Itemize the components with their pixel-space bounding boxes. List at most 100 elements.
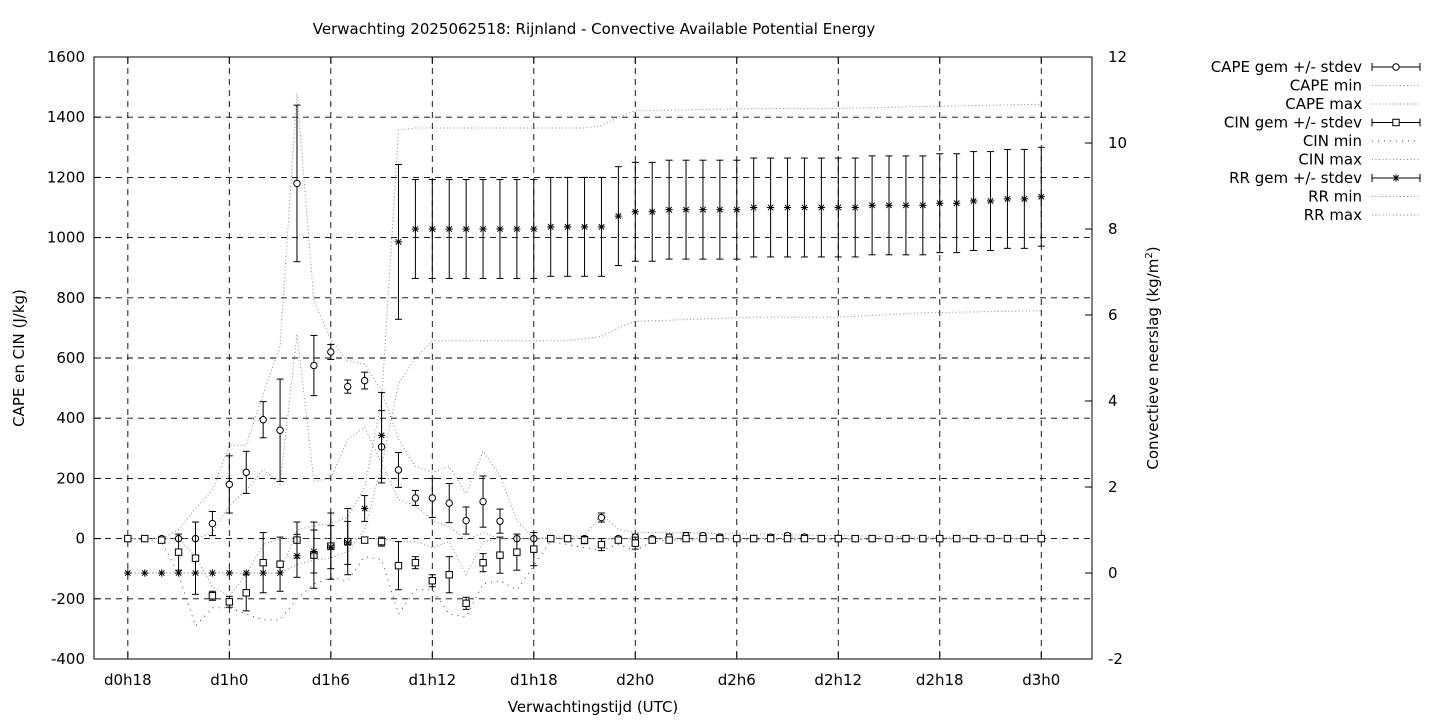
square-marker <box>648 536 656 544</box>
series-rr-gem-stdev <box>124 146 1045 578</box>
y2-axis-label-close: ) <box>1144 246 1162 252</box>
square-marker <box>597 540 606 549</box>
square-marker <box>1037 534 1045 543</box>
axes: d0h18 d1h0 d1h6 d1h12 d1h18 d2h0 d2h6 d2h12 d2h1… <box>47 48 1127 689</box>
star-marker <box>902 201 910 209</box>
y2-axis-label-text: Convectieve neerslag (kg/m <box>1144 259 1162 470</box>
legend-label: RR max <box>1304 206 1362 224</box>
star-marker <box>394 238 403 246</box>
circle-marker <box>225 480 234 489</box>
square-marker <box>124 534 132 543</box>
x-tick-label: d2h18 <box>916 671 964 689</box>
square-marker <box>580 536 589 544</box>
square-marker <box>563 534 572 543</box>
star-marker <box>208 569 217 577</box>
error-bar-series <box>124 104 1045 612</box>
square-marker <box>259 558 267 567</box>
square-marker <box>225 598 234 606</box>
y-tick-label: 400 <box>56 409 85 427</box>
square-marker <box>952 534 961 543</box>
star-marker <box>851 203 859 212</box>
square-marker <box>699 534 707 543</box>
star-marker <box>496 225 504 233</box>
x-tick-label: d2h0 <box>616 671 654 689</box>
min-max-curves <box>127 93 1042 627</box>
y2-tick-label: 2 <box>1108 478 1118 496</box>
square-marker <box>411 558 420 567</box>
star-marker <box>428 225 436 233</box>
x-tick-label: d1h6 <box>312 671 350 689</box>
square-marker <box>530 545 538 553</box>
circle-marker <box>327 348 335 356</box>
square-marker <box>614 536 623 544</box>
star-marker <box>953 199 961 207</box>
circle-marker <box>259 416 267 424</box>
star-marker <box>767 203 775 212</box>
y-tick-label: 0 <box>75 530 85 548</box>
star-marker <box>699 206 707 214</box>
legend-label: CIN max <box>1298 151 1362 169</box>
star-marker <box>276 569 284 577</box>
square-marker <box>902 534 910 543</box>
star-marker <box>259 569 267 577</box>
star-marker <box>310 547 318 556</box>
star-marker <box>631 208 639 216</box>
y-tick-label: 1600 <box>47 48 85 66</box>
circle-marker <box>242 468 250 477</box>
square-marker <box>496 551 504 559</box>
star-marker <box>462 225 470 233</box>
star-marker <box>936 199 944 207</box>
x-tick-label: d0h18 <box>104 671 152 689</box>
star-marker <box>885 201 893 209</box>
y2-axis-label: Convectieve neerslag (kg/m2) <box>1144 246 1162 469</box>
star-marker <box>242 569 250 577</box>
curve-rr-min <box>127 310 1042 574</box>
star-marker <box>834 203 842 212</box>
circle-marker <box>310 361 318 370</box>
square-marker <box>394 561 403 570</box>
star-marker <box>750 203 758 212</box>
star-marker <box>682 206 690 214</box>
square-marker <box>969 534 978 543</box>
square-marker <box>851 534 859 543</box>
y-axis-label: CAPE en CIN (J/kg) <box>10 289 28 427</box>
circle-marker <box>360 376 369 385</box>
square-marker <box>834 534 842 543</box>
star-marker <box>783 203 792 212</box>
curve-cin-min <box>127 538 1042 627</box>
star-marker <box>377 431 386 439</box>
star-marker <box>564 223 572 231</box>
star-marker <box>580 223 589 231</box>
star-marker <box>225 569 233 577</box>
square-marker <box>665 536 673 544</box>
square-marker <box>513 548 521 556</box>
y-tick-label: -400 <box>51 650 85 668</box>
y2-tick-label: -2 <box>1108 650 1123 668</box>
curve-cape-min <box>127 333 1042 541</box>
legend-label: RR min <box>1308 188 1362 206</box>
square-marker <box>716 534 724 543</box>
legend-label: CIN min <box>1303 132 1362 150</box>
series-cape-gem-stdev <box>124 104 1045 543</box>
square-marker <box>462 599 470 608</box>
square-marker <box>919 534 927 543</box>
legend-label: RR gem +/- stdev <box>1229 169 1362 187</box>
y2-tick-label: 6 <box>1108 306 1118 324</box>
square-marker <box>547 534 555 543</box>
x-tick-label: d2h12 <box>814 671 862 689</box>
curve-cin-max <box>127 538 1042 597</box>
legend-label: CAPE gem +/- stdev <box>1211 58 1362 76</box>
square-marker <box>377 537 386 546</box>
square-marker <box>479 558 487 567</box>
square-marker <box>817 534 826 543</box>
y2-tick-label: 10 <box>1108 134 1127 152</box>
star-marker <box>445 225 453 233</box>
y2-tick-label: 0 <box>1108 564 1118 582</box>
y2-tick-label: 12 <box>1108 48 1127 66</box>
star-marker <box>868 201 876 209</box>
x-axis-label: Verwachtingstijd (UTC) <box>508 698 679 716</box>
y-tick-label: -200 <box>51 590 85 608</box>
star-marker <box>969 197 978 205</box>
square-marker <box>157 536 166 544</box>
